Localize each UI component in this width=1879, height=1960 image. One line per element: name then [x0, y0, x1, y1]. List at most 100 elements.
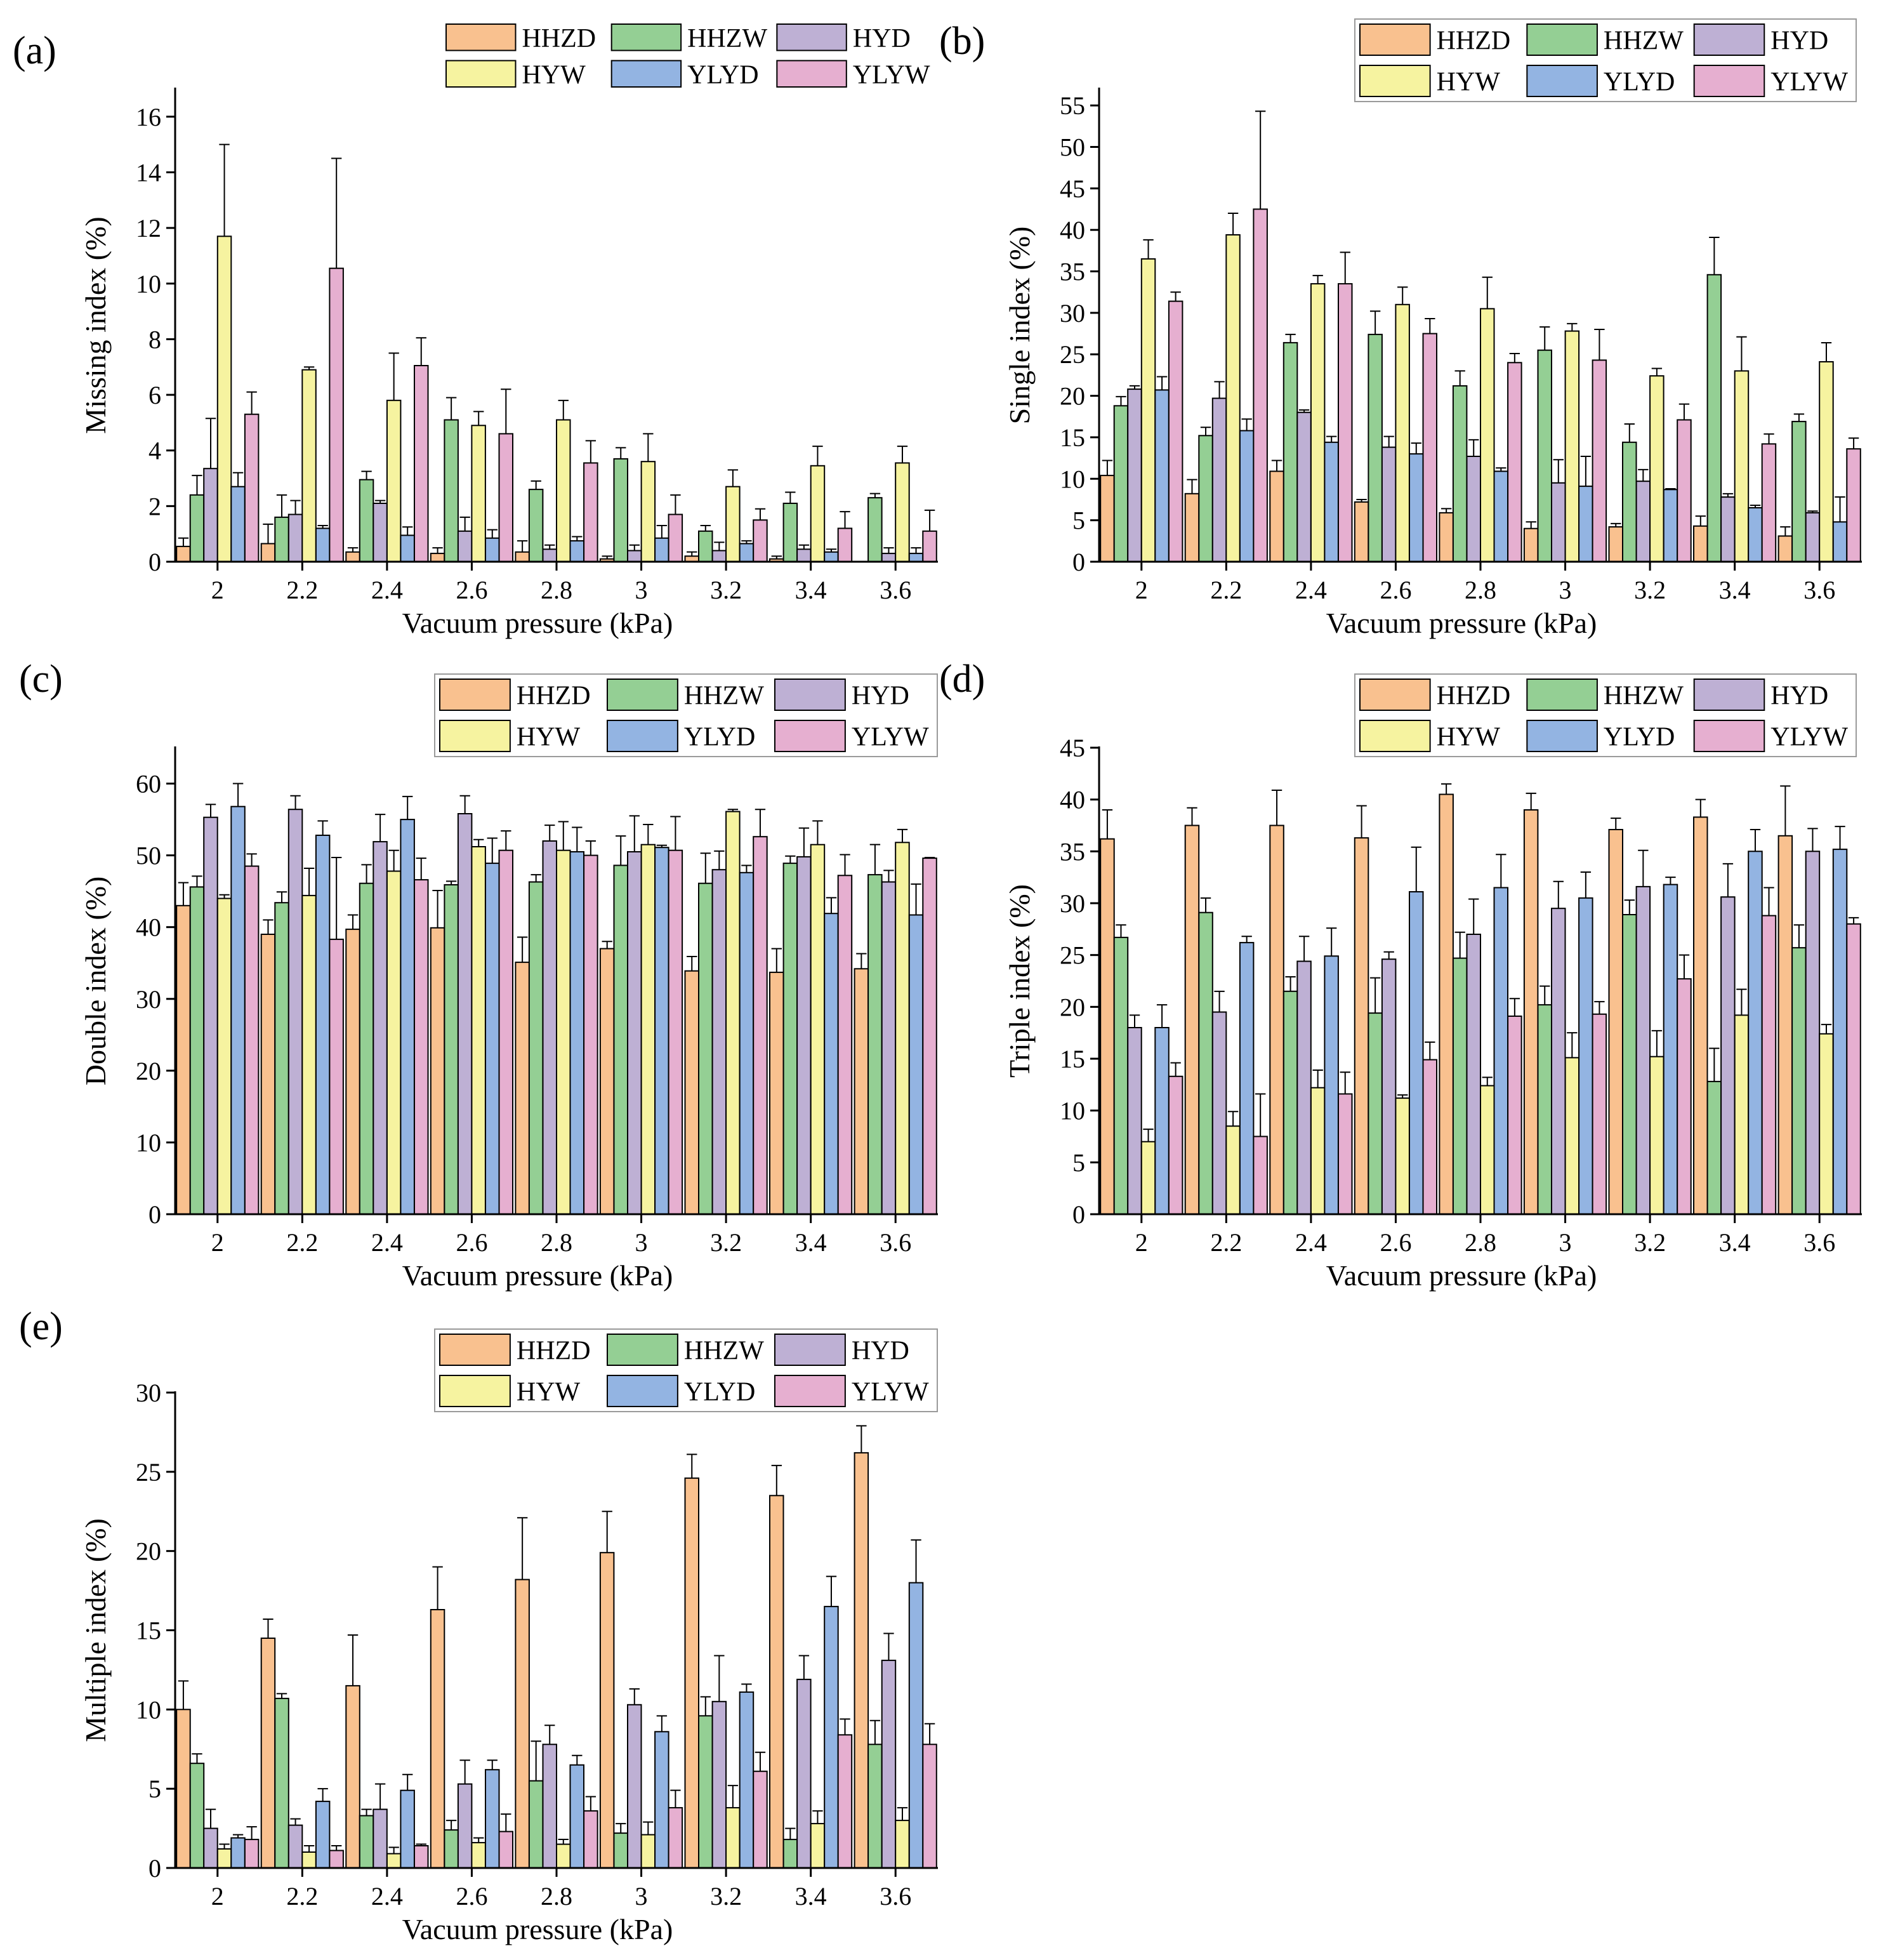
- error-bar: [361, 864, 372, 884]
- bar-hyd-3_6: [881, 552, 897, 563]
- x-tick-label: 2: [211, 1882, 224, 1910]
- error-bar: [1722, 493, 1734, 498]
- error-bar: [1312, 1069, 1323, 1088]
- bar-ylyw-2_6: [498, 1831, 513, 1869]
- legend-label: HHZD: [1437, 27, 1511, 56]
- error-bar: [656, 525, 668, 538]
- error-bar: [290, 500, 301, 515]
- error-bar: [192, 1753, 202, 1764]
- bar-hhzw-3_4: [1706, 274, 1722, 562]
- error-bar: [1383, 435, 1394, 447]
- bar-ylyw-2_8: [583, 462, 598, 563]
- x-tick-label: 2.4: [371, 1882, 403, 1910]
- error-bar: [1580, 871, 1592, 898]
- y-tick-label: 20: [136, 1057, 161, 1085]
- legend-label: HHZW: [684, 1337, 764, 1366]
- error-bar: [1116, 395, 1126, 406]
- bar-hyd-2: [203, 816, 218, 1215]
- error-bar: [232, 783, 244, 807]
- legend-label: HHZW: [1604, 27, 1684, 56]
- error-bar: [331, 1845, 342, 1851]
- legend-swatch: [1359, 65, 1431, 97]
- error-bar: [1509, 998, 1520, 1017]
- bar-ylyd-2: [230, 1837, 246, 1869]
- bar-hyw-3_2: [725, 486, 741, 563]
- legend-swatch: [439, 679, 511, 711]
- error-bar: [531, 480, 541, 490]
- error-bar: [544, 1725, 555, 1745]
- error-bar: [1356, 805, 1367, 838]
- bar-ylyd-3: [1578, 486, 1593, 562]
- error-bar: [473, 411, 484, 426]
- legend-item-ylyw: YLYW: [774, 1375, 929, 1407]
- bar-hhzd-2_6: [430, 552, 445, 563]
- legend-label: YLYW: [852, 1378, 929, 1407]
- bar-hhzd-3: [1523, 527, 1539, 563]
- error-bar: [826, 1575, 837, 1607]
- error-bar: [1638, 849, 1649, 887]
- error-bar: [1567, 322, 1578, 331]
- bar-ylyd-3: [1578, 897, 1593, 1215]
- bar-hyw-2_2: [1225, 234, 1241, 562]
- bar-ylyd-3_6: [908, 914, 924, 1215]
- legend-label: HYD: [852, 1337, 909, 1366]
- error-bar: [585, 1796, 597, 1811]
- legend-label: YLYD: [684, 723, 755, 752]
- y-axis-title: Missing index (%): [79, 216, 112, 434]
- legend-label: HHZW: [684, 682, 764, 711]
- y-tick-label: 5: [148, 1775, 161, 1803]
- x-axis-title: Vacuum pressure (kPa): [402, 1913, 673, 1945]
- bar-hhzw-3_4: [1706, 1080, 1722, 1215]
- error-bar: [1638, 468, 1649, 482]
- bar-ylyd-2_6: [485, 1769, 500, 1869]
- error-bar: [700, 852, 711, 884]
- x-tick-label: 2.2: [1210, 1228, 1242, 1257]
- bar-hyd-3: [627, 1704, 642, 1869]
- error-bar: [1580, 456, 1592, 487]
- bar-hyw-3_6: [895, 842, 910, 1215]
- error-bar: [544, 544, 555, 550]
- x-tick-label: 2.8: [541, 576, 572, 604]
- bar-ylyw-3_4: [1761, 915, 1777, 1215]
- error-bar: [517, 540, 528, 552]
- bar-hyd-2_6: [457, 813, 473, 1215]
- legend-item-ylyw: YLYW: [1693, 720, 1848, 752]
- error-bar: [1678, 954, 1690, 979]
- bar-ylyw-3_6: [922, 858, 937, 1215]
- bar-hyw-2_4: [1310, 1087, 1326, 1215]
- error-bar: [388, 1846, 399, 1854]
- bar-hyd-2_4: [373, 841, 388, 1215]
- x-tick-label: 3.4: [795, 1228, 827, 1257]
- error-bar: [1156, 1004, 1168, 1028]
- legend-label: HHZD: [517, 682, 591, 711]
- bar-hyw-3: [640, 1834, 656, 1869]
- error-bar: [1594, 1001, 1605, 1014]
- error-bar: [1848, 917, 1859, 924]
- bar-hhzw-3_6: [867, 1744, 883, 1869]
- y-tick-label: 0: [148, 548, 161, 576]
- legend-label: YLYD: [1604, 723, 1675, 752]
- legend-item-ylyd: YLYD: [1526, 720, 1675, 752]
- error-bar: [317, 1788, 328, 1802]
- legend-item-ylyd: YLYD: [1526, 65, 1675, 97]
- bar-hhzd-2_8: [1439, 512, 1454, 563]
- bar-hyw-2_4: [386, 870, 402, 1215]
- error-bar: [445, 397, 457, 420]
- y-tick-label: 30: [136, 1379, 161, 1407]
- error-bar: [531, 1740, 541, 1781]
- legend-frame: [434, 673, 938, 757]
- legend-item-hyd: HYD: [1693, 23, 1828, 56]
- error-bar: [656, 844, 668, 848]
- x-tick-label: 3.6: [880, 1228, 911, 1257]
- legend-swatch: [1693, 23, 1765, 56]
- legend-label: YLYD: [1604, 68, 1675, 97]
- x-tick-label: 3.2: [1634, 576, 1666, 604]
- bar-hyw-3: [1564, 1057, 1580, 1215]
- bar-ylyd-2_4: [400, 819, 415, 1215]
- legend-swatch: [1359, 679, 1431, 711]
- bar-ylyd-3_6: [1832, 849, 1848, 1215]
- bar-hhzw-3_4: [782, 503, 798, 562]
- error-bar: [1651, 368, 1663, 376]
- error-bar: [1764, 887, 1774, 916]
- error-bar: [416, 858, 426, 880]
